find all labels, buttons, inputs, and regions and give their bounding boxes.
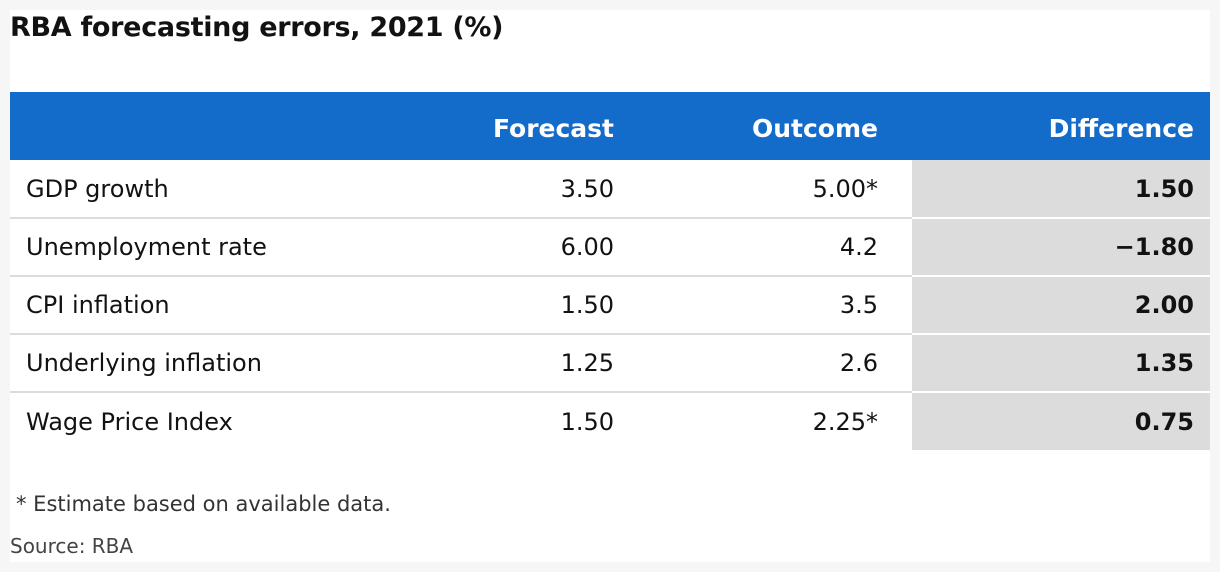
table-row: Unemployment rate 6.00 4.2 −1.80 <box>10 218 1210 277</box>
row-label: Underlying inflation <box>10 334 440 393</box>
row-label: CPI inflation <box>10 276 440 335</box>
forecast-value: 3.50 <box>440 160 630 219</box>
header-outcome: Outcome <box>751 113 878 143</box>
forecast-value: 1.25 <box>440 334 630 393</box>
row-label: GDP growth <box>10 160 440 219</box>
table-row: Underlying inflation 1.25 2.6 1.35 <box>10 334 1210 393</box>
outcome-value: 2.6 <box>630 334 912 393</box>
forecast-value: 1.50 <box>440 276 630 335</box>
forecast-errors-table: Forecast Outcome Difference GDP growth 3… <box>10 92 1210 450</box>
forecast-value: 6.00 <box>440 218 630 277</box>
table-row: GDP growth 3.50 5.00* 1.50 <box>10 160 1210 219</box>
row-label: Unemployment rate <box>10 218 440 277</box>
footnote: * Estimate based on available data. <box>16 492 391 516</box>
row-label: Wage Price Index <box>26 407 233 436</box>
header-label-cell <box>10 92 440 160</box>
outcome-value: 2.25* <box>812 407 878 436</box>
source-note: Source: RBA <box>10 534 134 558</box>
difference-value: 1.35 <box>912 334 1210 393</box>
chart-title: RBA forecasting errors, 2021 (%) <box>10 12 504 43</box>
outcome-value: 5.00* <box>630 160 912 219</box>
outcome-value: 4.2 <box>630 218 912 277</box>
difference-value: 0.75 <box>912 392 1210 450</box>
table-header-row: Forecast Outcome Difference <box>10 92 1210 160</box>
difference-value: −1.80 <box>912 218 1210 277</box>
outcome-value: 3.5 <box>630 276 912 335</box>
header-difference: Difference <box>1048 113 1194 143</box>
table-row: CPI inflation 1.50 3.5 2.00 <box>10 276 1210 335</box>
difference-value: 1.50 <box>912 160 1210 219</box>
table-row: Wage Price Index 1.50 2.25* 0.75 <box>10 392 1210 450</box>
difference-value: 2.00 <box>912 276 1210 335</box>
header-forecast: Forecast <box>492 113 614 143</box>
forecast-value: 1.50 <box>560 407 614 436</box>
